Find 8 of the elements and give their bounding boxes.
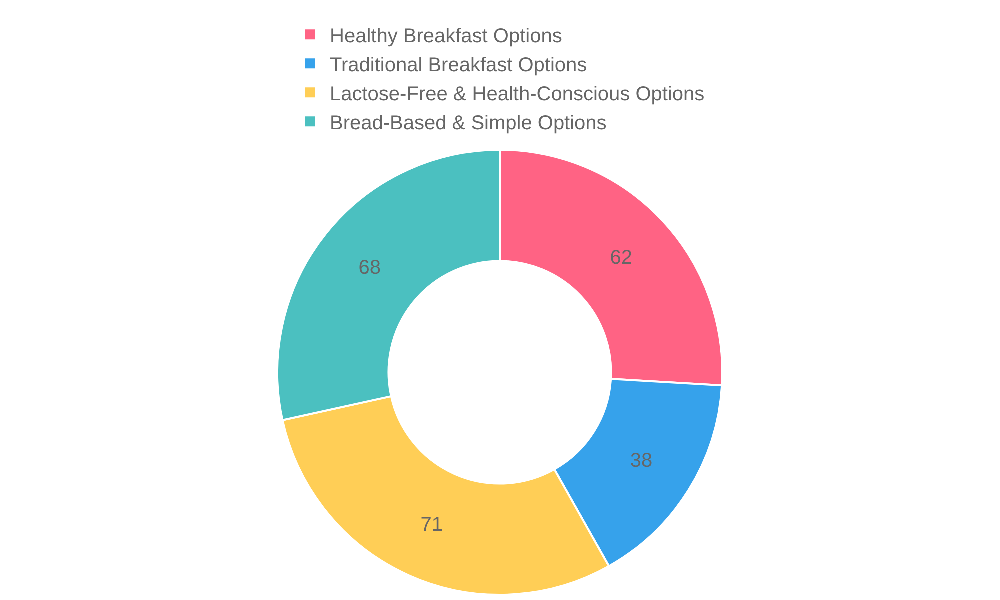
- data-label: 62: [610, 247, 633, 270]
- legend-label: Bread-Based & Simple Options: [330, 112, 607, 134]
- data-label: 71: [420, 514, 443, 536]
- legend-label: Lactose-Free & Health-Conscious Options: [330, 83, 705, 106]
- legend-label: Traditional Breakfast Options: [330, 54, 588, 76]
- legend-label: Healthy Breakfast Options: [330, 25, 562, 48]
- data-label: 38: [630, 450, 653, 472]
- data-label: 68: [358, 256, 382, 279]
